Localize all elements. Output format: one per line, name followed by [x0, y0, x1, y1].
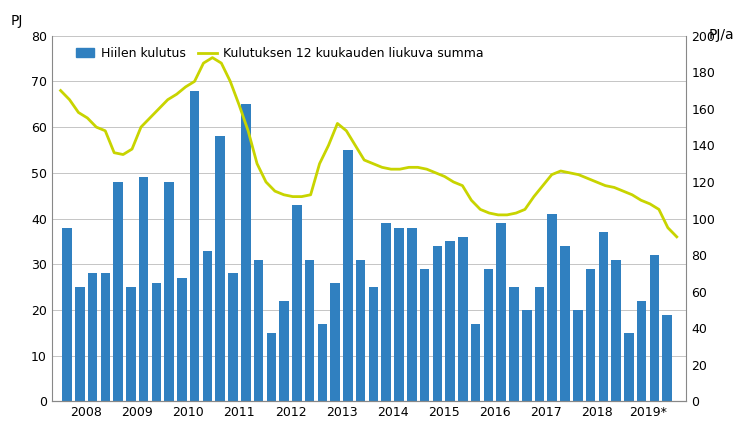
Bar: [165, 182, 174, 401]
Bar: [113, 182, 123, 401]
Bar: [420, 269, 430, 401]
Bar: [139, 178, 148, 401]
Bar: [203, 251, 213, 401]
Legend: Hiilen kulutus, Kulutuksen 12 kuukauden liukuva summa: Hiilen kulutus, Kulutuksen 12 kuukauden …: [71, 42, 489, 65]
Bar: [649, 255, 659, 401]
Bar: [292, 205, 302, 401]
Bar: [548, 214, 557, 401]
Bar: [254, 260, 263, 401]
Bar: [624, 333, 634, 401]
Y-axis label: PJ: PJ: [10, 14, 23, 29]
Bar: [190, 91, 199, 401]
Bar: [432, 246, 442, 401]
Bar: [331, 283, 340, 401]
Bar: [394, 227, 404, 401]
Bar: [509, 287, 519, 401]
Bar: [586, 269, 596, 401]
Bar: [100, 273, 110, 401]
Bar: [483, 269, 493, 401]
Bar: [458, 237, 468, 401]
Bar: [611, 260, 621, 401]
Bar: [343, 150, 353, 401]
Bar: [573, 310, 582, 401]
Bar: [663, 314, 672, 401]
Bar: [317, 324, 327, 401]
Bar: [599, 232, 608, 401]
Bar: [356, 260, 365, 401]
Y-axis label: PJ/a: PJ/a: [708, 29, 734, 42]
Bar: [407, 227, 416, 401]
Bar: [241, 104, 251, 401]
Bar: [560, 246, 570, 401]
Bar: [177, 278, 187, 401]
Bar: [369, 287, 379, 401]
Bar: [637, 301, 646, 401]
Bar: [497, 223, 506, 401]
Bar: [228, 273, 238, 401]
Bar: [382, 223, 391, 401]
Bar: [88, 273, 97, 401]
Bar: [266, 333, 276, 401]
Bar: [471, 324, 480, 401]
Bar: [126, 287, 136, 401]
Bar: [445, 241, 455, 401]
Bar: [535, 287, 544, 401]
Bar: [75, 287, 85, 401]
Bar: [522, 310, 531, 401]
Bar: [215, 136, 225, 401]
Bar: [62, 227, 72, 401]
Bar: [151, 283, 161, 401]
Bar: [279, 301, 289, 401]
Bar: [305, 260, 314, 401]
